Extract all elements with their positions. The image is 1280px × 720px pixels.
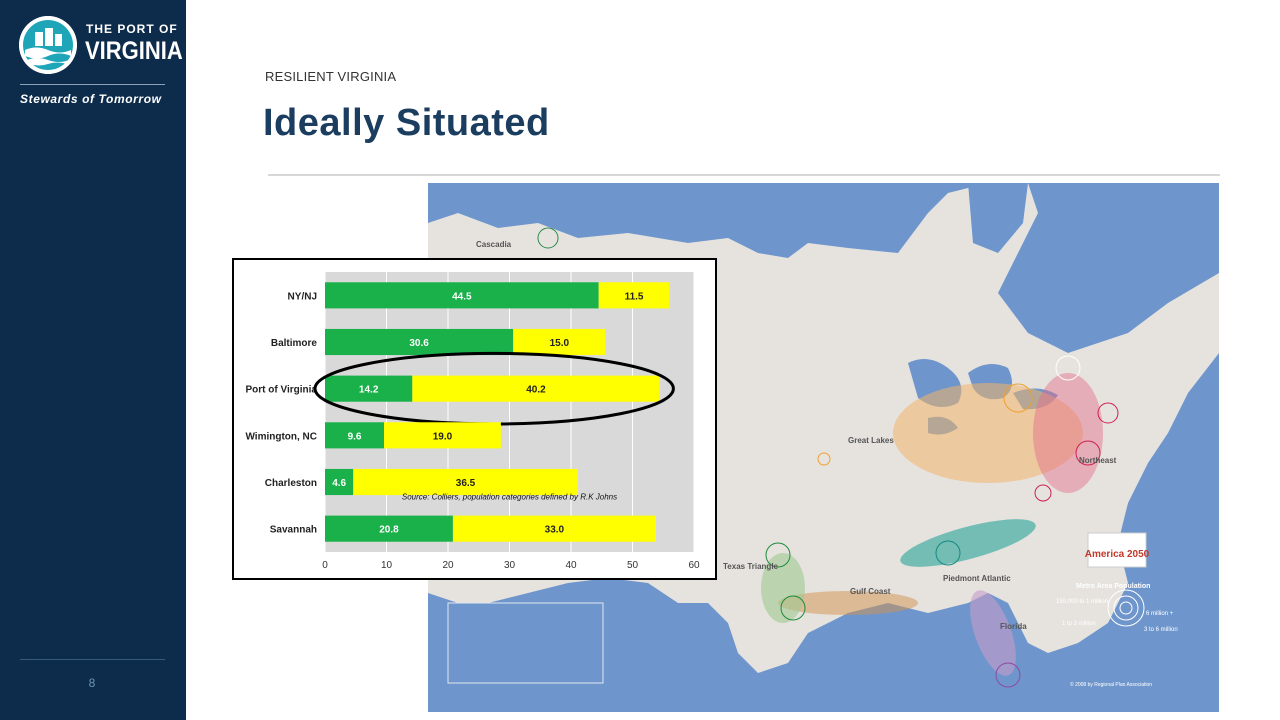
x-tick-label: 60 — [688, 560, 700, 571]
logo-divider — [20, 84, 165, 85]
america-2050-badge — [1087, 532, 1147, 568]
bar-value-label: 20.8 — [379, 525, 399, 536]
x-tick-label: 10 — [381, 560, 393, 571]
category-label: Wimington, NC — [245, 431, 317, 442]
region-great-lakes-label: Great Lakes — [848, 436, 894, 445]
bar-value-label: 14.2 — [359, 385, 379, 396]
map-credit: © 2008 by Regional Plan Association — [1070, 681, 1152, 688]
gulf-coast-region — [778, 591, 918, 615]
bar-secondary — [513, 328, 606, 356]
category-label: Port of Virginia — [246, 385, 318, 396]
x-tick-label: 50 — [627, 560, 639, 571]
great-lakes-region — [893, 383, 1083, 483]
x-tick-label: 30 — [504, 560, 516, 571]
bar-primary — [325, 328, 514, 356]
bar-value-label: 19.0 — [433, 431, 453, 442]
logo-line-1: THE PORT OF — [86, 22, 178, 36]
map-legend-item-3: 3 to 6 million — [1144, 627, 1178, 633]
region-texas-label: Texas Triangle — [723, 562, 779, 571]
piedmont-region — [900, 519, 1036, 567]
bar-secondary — [452, 515, 656, 542]
region-gulf-coast-label: Gulf Coast — [850, 587, 891, 596]
section-eyebrow: RESILIENT VIRGINIA — [265, 69, 397, 84]
map-legend-item-1: 150,000 to 1 million — [1056, 599, 1108, 605]
bar-secondary — [598, 282, 670, 309]
x-tick-label: 20 — [442, 560, 454, 571]
bar-primary — [325, 282, 599, 309]
bar-primary — [325, 422, 385, 449]
map-legend-item-2: 1 to 3 million — [1062, 621, 1096, 627]
bar-value-label: 44.5 — [452, 291, 472, 302]
x-tick-label: 0 — [322, 560, 328, 571]
bar-value-label: 33.0 — [545, 525, 565, 536]
population-chart: 0 10 20 30 40 50 60 NY/NJ 44.5 11.5 Baltimore 30.6 1… — [232, 258, 717, 580]
bar-value-label: 15.0 — [550, 338, 570, 349]
bar-value-label: 9.6 — [348, 431, 362, 442]
region-northeast-label: Northeast — [1079, 456, 1117, 465]
bar-value-label: 40.2 — [526, 385, 546, 396]
population-chart-svg: 0 10 20 30 40 50 60 NY/NJ 44.5 11.5 Baltimore 30.6 1… — [245, 272, 700, 571]
tagline: Stewards of Tomorrow — [20, 92, 162, 106]
bar-value-label: 36.5 — [456, 478, 476, 489]
x-tick-label: 40 — [565, 560, 577, 571]
sidebar-divider — [20, 659, 165, 660]
title-divider — [268, 174, 1220, 176]
region-florida-label: Florida — [1000, 622, 1027, 631]
bar-secondary — [412, 375, 660, 402]
bar-value-label: 4.6 — [332, 478, 346, 489]
bar-primary — [325, 515, 453, 542]
source-note: Source: Colliers, population categories … — [402, 492, 617, 501]
bar-primary — [325, 375, 413, 402]
map-legend-item-4: 6 million + — [1146, 611, 1174, 617]
bar-secondary — [353, 468, 578, 496]
region-cascadia-label: Cascadia — [476, 240, 512, 249]
america-2050-badge-text: America 2050 — [1085, 549, 1150, 560]
category-label: Charleston — [265, 478, 317, 489]
northeast-region — [1033, 373, 1103, 493]
bar-primary — [325, 468, 354, 496]
sidebar: THE PORT OF VIRGINIA Stewards of Tomorro… — [0, 0, 186, 720]
category-label: Savannah — [270, 525, 317, 536]
bar-secondary — [384, 422, 501, 449]
map-legend-title: Metro Area Population — [1076, 583, 1150, 590]
slide-title: Ideally Situated — [263, 102, 550, 144]
port-logo-icon — [19, 16, 77, 74]
category-label: Baltimore — [271, 338, 318, 349]
category-label: NY/NJ — [288, 291, 317, 302]
logo-line-2: VIRGINIA — [85, 37, 183, 65]
bar-value-label: 30.6 — [409, 338, 429, 349]
texas-region — [761, 553, 805, 623]
bar-value-label: 11.5 — [625, 291, 644, 302]
florida-region — [970, 590, 1016, 676]
region-piedmont-label: Piedmont Atlantic — [943, 574, 1011, 583]
page-number: 8 — [88, 676, 96, 690]
